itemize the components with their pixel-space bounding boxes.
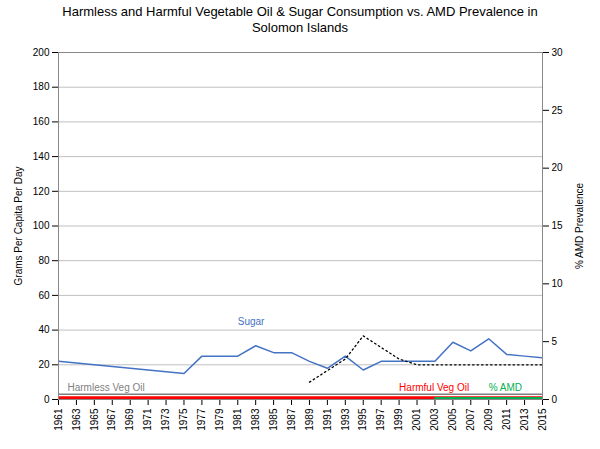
svg-text:1995: 1995 xyxy=(357,408,368,431)
svg-text:1981: 1981 xyxy=(232,408,243,431)
svg-text:0: 0 xyxy=(552,394,558,405)
svg-text:15: 15 xyxy=(552,220,564,231)
svg-text:60: 60 xyxy=(38,290,50,301)
svg-text:100: 100 xyxy=(33,220,50,231)
svg-text:1993: 1993 xyxy=(340,408,351,431)
svg-text:1963: 1963 xyxy=(71,408,82,431)
svg-text:1999: 1999 xyxy=(393,408,404,431)
svg-text:2015: 2015 xyxy=(537,408,548,431)
svg-text:1971: 1971 xyxy=(142,408,153,431)
svg-text:Grams Per Capita Per Day: Grams Per Capita Per Day xyxy=(13,167,24,286)
svg-text:1987: 1987 xyxy=(286,408,297,431)
svg-text:1985: 1985 xyxy=(268,408,279,431)
svg-text:2011: 2011 xyxy=(501,408,512,430)
svg-text:20: 20 xyxy=(38,359,50,370)
svg-text:2007: 2007 xyxy=(465,408,476,431)
svg-text:160: 160 xyxy=(33,116,50,127)
html-text:Harmless and Harmful Vegetable: Harmless and Harmful Vegetable Oil & Sug… xyxy=(62,4,538,35)
svg-text:140: 140 xyxy=(33,151,50,162)
svg-text:2005: 2005 xyxy=(447,408,458,431)
svg-text:1991: 1991 xyxy=(322,408,333,431)
svg-text:40: 40 xyxy=(38,324,50,335)
svg-text:2001: 2001 xyxy=(411,408,422,431)
svg-text:1967: 1967 xyxy=(106,408,117,431)
svg-text:2013: 2013 xyxy=(519,408,530,431)
svg-text:200: 200 xyxy=(33,47,50,58)
svg-text:30: 30 xyxy=(552,47,564,58)
svg-text:Sugar: Sugar xyxy=(238,316,265,327)
svg-text:80: 80 xyxy=(38,255,50,266)
svg-text:2009: 2009 xyxy=(483,408,494,431)
svg-text:1977: 1977 xyxy=(196,408,207,431)
svg-text:% AMD: % AMD xyxy=(489,382,522,393)
svg-text:180: 180 xyxy=(33,81,50,92)
svg-text:25: 25 xyxy=(552,105,564,116)
svg-text:5: 5 xyxy=(552,336,558,347)
svg-text:1961: 1961 xyxy=(53,408,64,431)
svg-text:1983: 1983 xyxy=(250,408,261,431)
svg-text:Harmful Veg Oil: Harmful Veg Oil xyxy=(399,382,469,393)
svg-text:1989: 1989 xyxy=(304,408,315,431)
svg-text:1979: 1979 xyxy=(214,408,225,431)
svg-text:1973: 1973 xyxy=(160,408,171,431)
svg-text:Harmless Veg Oil: Harmless Veg Oil xyxy=(67,382,144,393)
svg-text:1997: 1997 xyxy=(375,408,386,431)
svg-text:10: 10 xyxy=(552,278,564,289)
svg-text:1965: 1965 xyxy=(89,408,100,431)
svg-text:2003: 2003 xyxy=(429,408,440,431)
svg-text:1969: 1969 xyxy=(124,408,135,431)
svg-text:0: 0 xyxy=(44,394,50,405)
svg-text:120: 120 xyxy=(33,186,50,197)
svg-text:20: 20 xyxy=(552,162,564,173)
svg-text:% AMD Prevalence: % AMD Prevalence xyxy=(574,182,585,269)
svg-text:1975: 1975 xyxy=(178,408,189,431)
